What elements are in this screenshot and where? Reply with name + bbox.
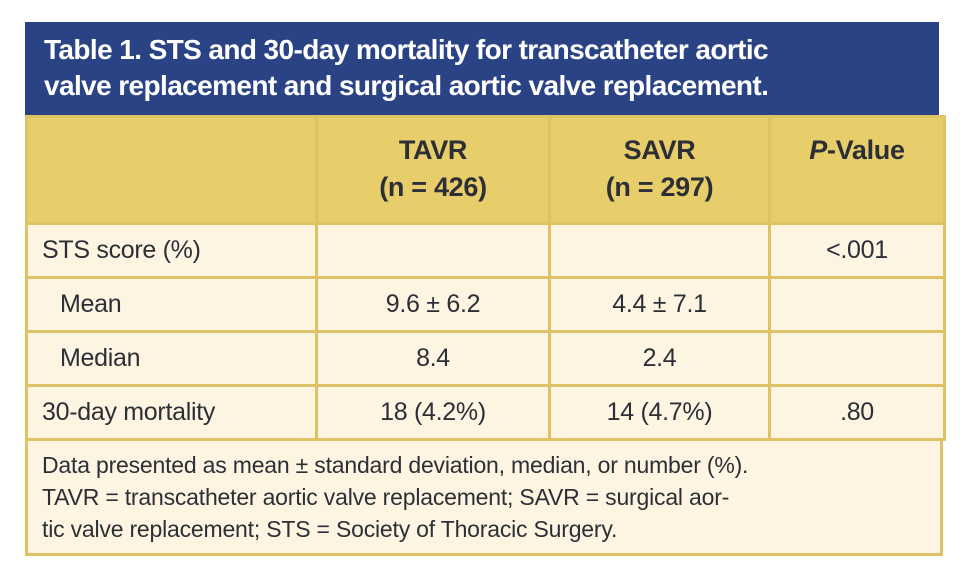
row-label-mean: Mean bbox=[25, 276, 318, 333]
col-header-savr-name: SAVR bbox=[623, 135, 696, 165]
cell-sts-savr bbox=[548, 222, 771, 279]
table-title-line-2: valve replacement and surgical aortic va… bbox=[44, 70, 769, 101]
row-label-30-day-mortality: 30-day mortality bbox=[25, 384, 318, 441]
table-footnote: Data presented as mean ± standard deviat… bbox=[25, 441, 943, 556]
table-figure: Table 1. STS and 30-day mortality for tr… bbox=[25, 22, 946, 556]
row-label-median: Median bbox=[25, 330, 318, 387]
header-row: TAVR (n = 426) SAVR (n = 297) P-Value bbox=[25, 115, 946, 225]
cell-sts-tavr bbox=[315, 222, 551, 279]
cell-median-pvalue bbox=[768, 330, 946, 387]
col-header-pvalue-p: P bbox=[809, 135, 827, 165]
table-title-line-1: Table 1. STS and 30-day mortality for tr… bbox=[44, 34, 769, 65]
footnote-line-2: TAVR = transcatheter aortic valve replac… bbox=[42, 484, 730, 510]
col-header-tavr-n: (n = 426) bbox=[379, 172, 487, 202]
cell-median-tavr: 8.4 bbox=[315, 330, 551, 387]
cell-sts-pvalue: <.001 bbox=[768, 222, 946, 279]
cell-mortality-pvalue: .80 bbox=[768, 384, 946, 441]
col-header-pvalue: P-Value bbox=[768, 115, 946, 225]
cell-mortality-savr: 14 (4.7%) bbox=[548, 384, 771, 441]
col-header-tavr-name: TAVR bbox=[398, 135, 468, 165]
row-label-sts-score: STS score (%) bbox=[25, 222, 318, 279]
footnote-line-1: Data presented as mean ± standard deviat… bbox=[42, 452, 749, 478]
mortality-table: TAVR (n = 426) SAVR (n = 297) P-Value ST… bbox=[25, 115, 946, 441]
cell-mortality-tavr: 18 (4.2%) bbox=[315, 384, 551, 441]
col-header-savr: SAVR (n = 297) bbox=[548, 115, 771, 225]
footnote-line-3: tic valve replacement; STS = Society of … bbox=[42, 516, 618, 542]
col-header-savr-n: (n = 297) bbox=[605, 172, 714, 202]
col-header-pvalue-rest: -Value bbox=[826, 135, 905, 165]
col-header-empty bbox=[25, 115, 318, 225]
cell-median-savr: 2.4 bbox=[548, 330, 771, 387]
cell-mean-tavr: 9.6 ± 6.2 bbox=[315, 276, 551, 333]
table-title-bar: Table 1. STS and 30-day mortality for tr… bbox=[25, 22, 939, 115]
col-header-tavr: TAVR (n = 426) bbox=[315, 115, 551, 225]
table-row: Median 8.4 2.4 bbox=[25, 330, 946, 387]
table-row: STS score (%) <.001 bbox=[25, 222, 946, 279]
table-row: 30-day mortality 18 (4.2%) 14 (4.7%) .80 bbox=[25, 384, 946, 441]
cell-mean-pvalue bbox=[768, 276, 946, 333]
cell-mean-savr: 4.4 ± 7.1 bbox=[548, 276, 771, 333]
table-row: Mean 9.6 ± 6.2 4.4 ± 7.1 bbox=[25, 276, 946, 333]
